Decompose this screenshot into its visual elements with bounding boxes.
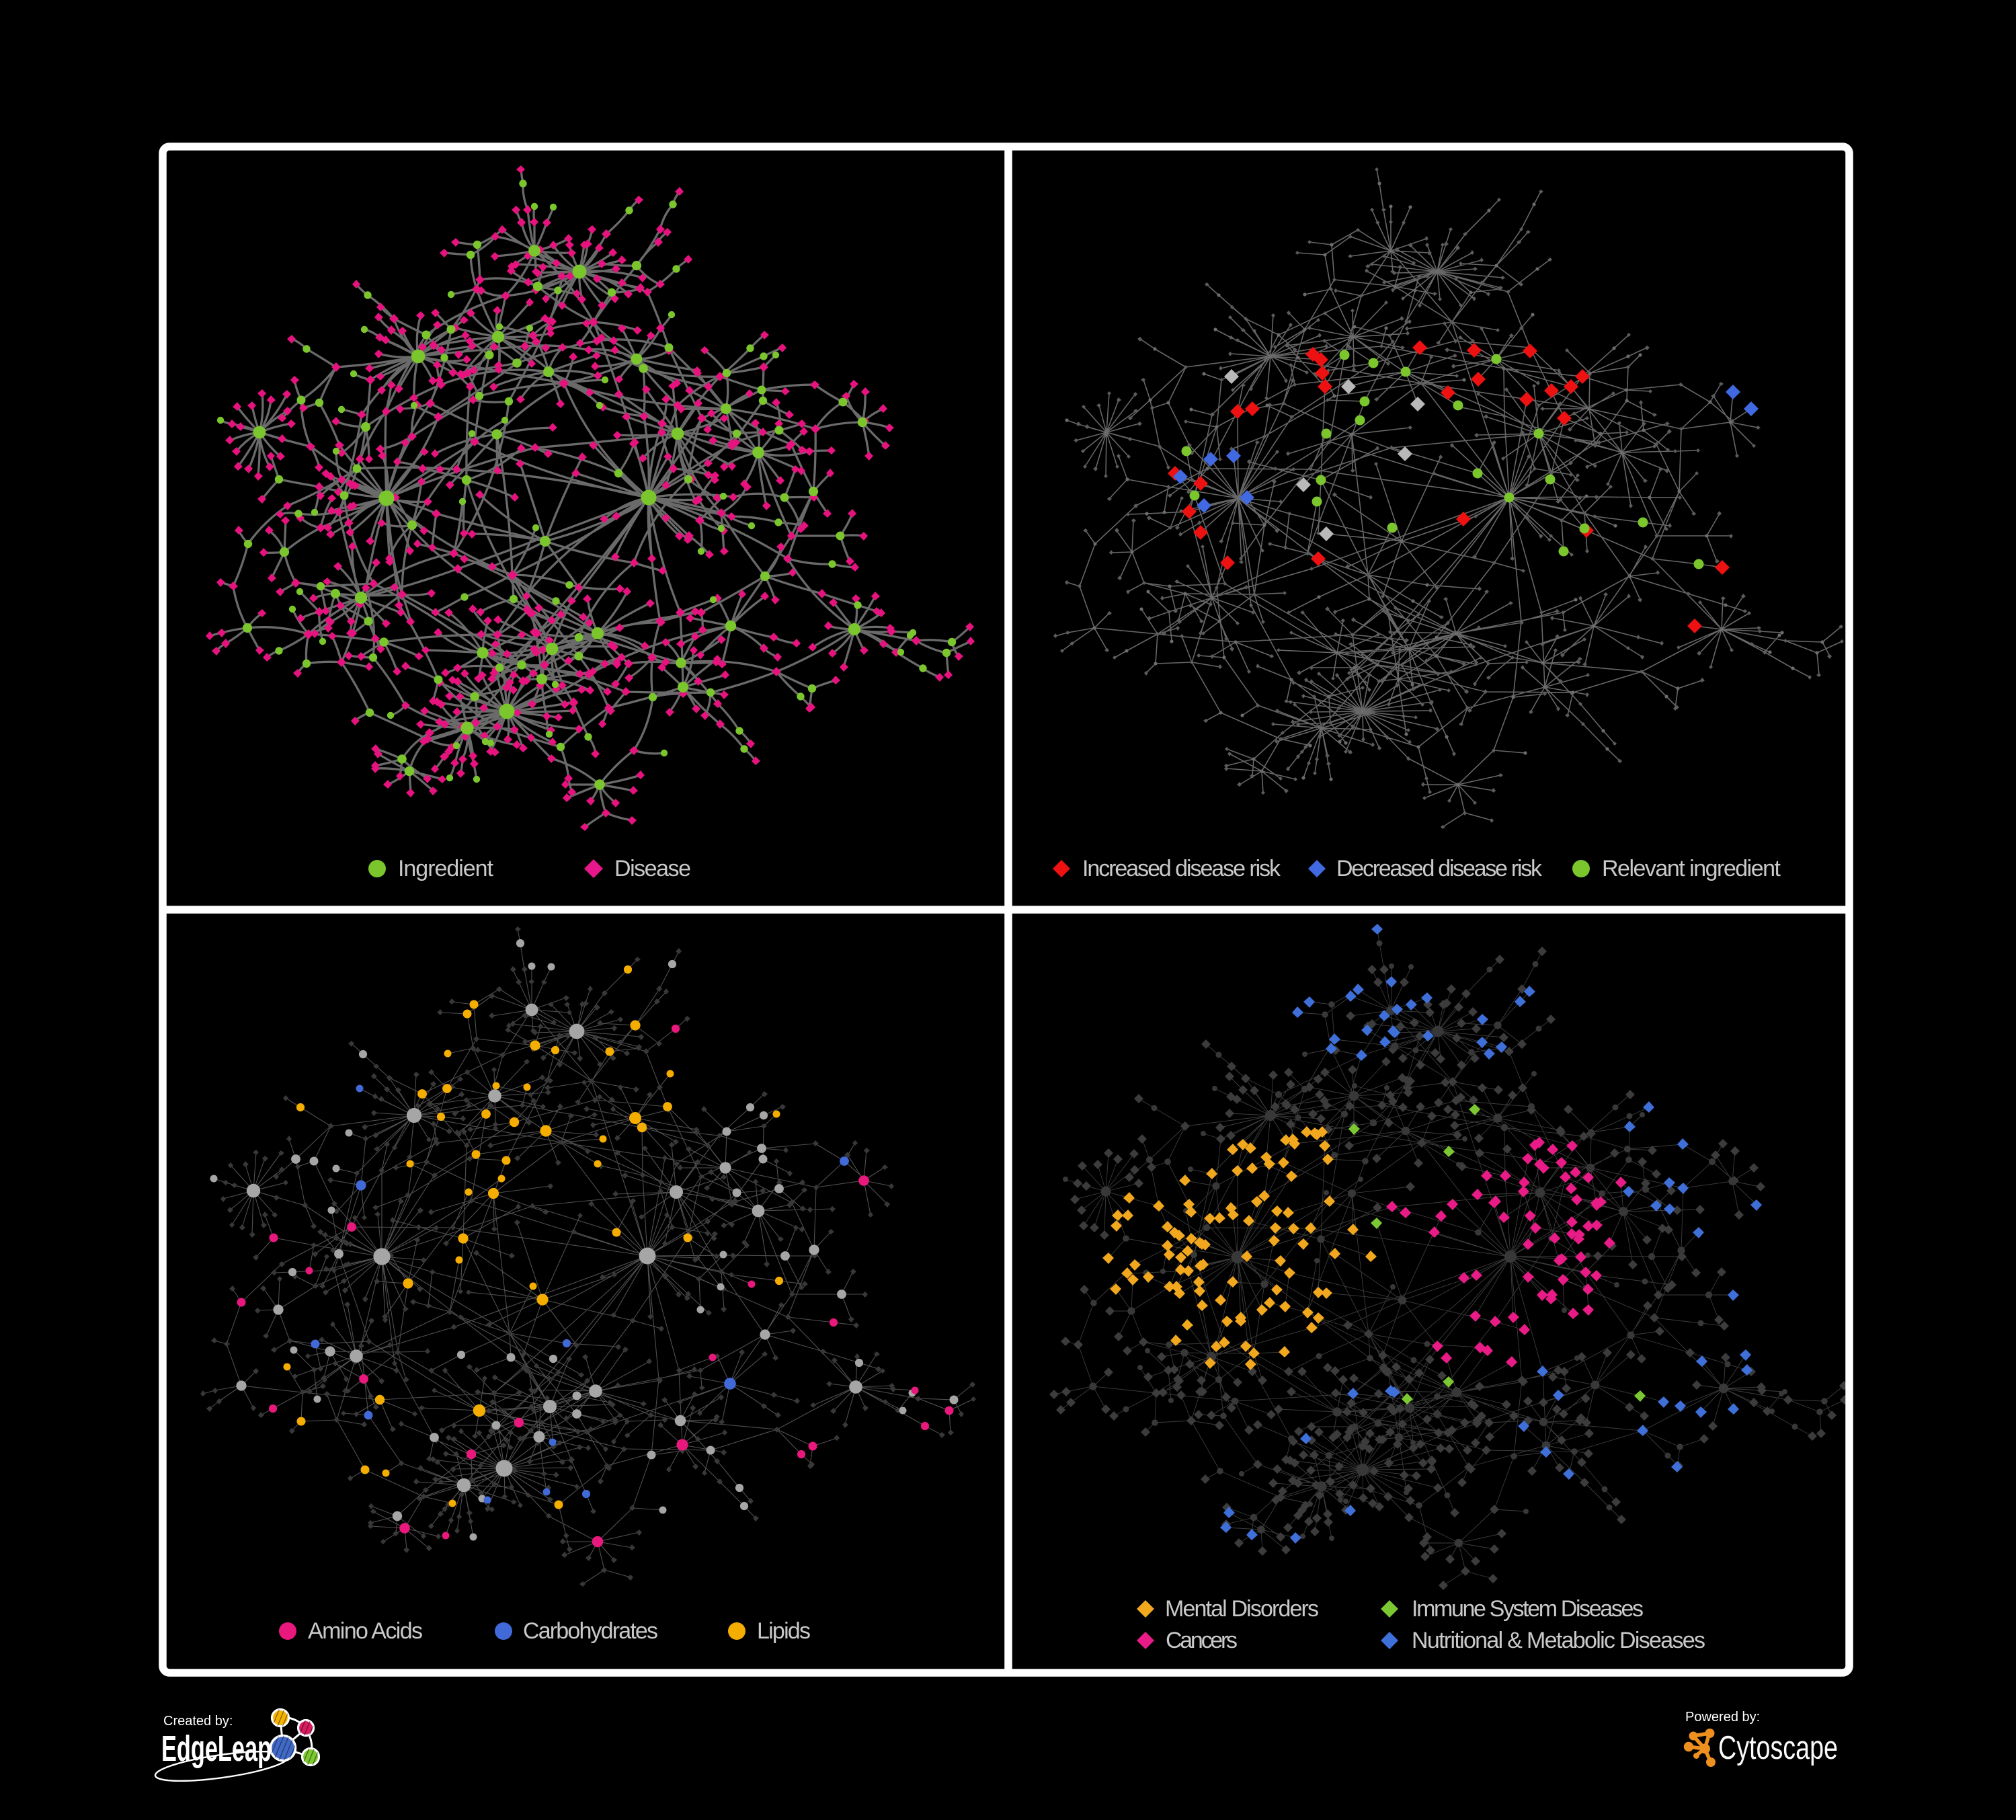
svg-text:Decreased disease risk: Decreased disease risk bbox=[1336, 856, 1543, 881]
svg-text:Cytoscape: Cytoscape bbox=[1718, 1730, 1838, 1766]
svg-text:Mental Disorders: Mental Disorders bbox=[1165, 1596, 1319, 1622]
svg-text:Relevant ingredient: Relevant ingredient bbox=[1602, 856, 1781, 881]
svg-text:Lipids: Lipids bbox=[757, 1618, 811, 1644]
svg-text:Disease: Disease bbox=[614, 856, 691, 881]
svg-text:Nutritional & Metabolic Diseas: Nutritional & Metabolic Diseases bbox=[1412, 1628, 1705, 1653]
svg-text:Carbohydrates: Carbohydrates bbox=[523, 1618, 658, 1644]
svg-text:Powered by:: Powered by: bbox=[1685, 1710, 1760, 1725]
svg-text:Increased disease risk: Increased disease risk bbox=[1082, 856, 1281, 881]
svg-text:Ingredient: Ingredient bbox=[398, 856, 494, 881]
svg-text:Immune System Diseases: Immune System Diseases bbox=[1412, 1596, 1644, 1622]
svg-text:Cancers: Cancers bbox=[1166, 1628, 1238, 1653]
svg-text:Created by:: Created by: bbox=[163, 1714, 233, 1729]
svg-text:Amino Acids: Amino Acids bbox=[308, 1618, 423, 1644]
